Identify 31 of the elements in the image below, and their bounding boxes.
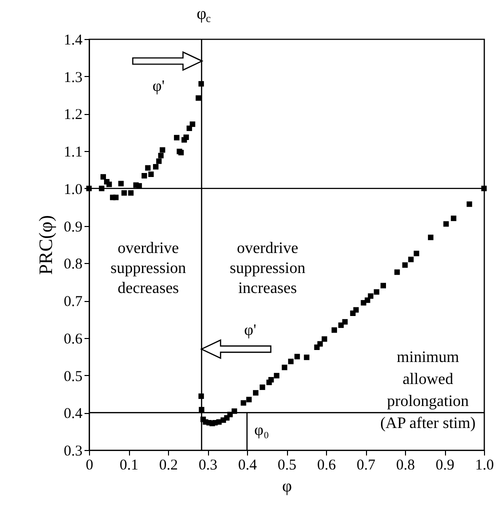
x-tick-label: 0.1 [120,458,138,474]
x-tick-label: 0.3 [198,458,218,474]
x-tick-label: 0.9 [436,458,454,474]
x-tick-label: 0.7 [356,458,376,474]
y-tick-label: 0.7 [64,294,83,310]
x-tick-label: 0.2 [159,458,178,474]
y-tick-label: 1.3 [64,70,82,86]
y-tick-label: 1.4 [64,32,83,48]
y-tick-label: 1.0 [64,182,82,198]
y-tick-label: 0.8 [64,256,82,273]
y-tick-label: 0.5 [64,368,82,385]
annotation: φ₀ [254,422,270,439]
y-tick-label: 0.4 [64,406,83,422]
annotation: φ' [244,322,256,339]
x-tick-label: 0.8 [396,458,415,474]
y-tick-label: 0.9 [64,219,82,236]
x-tick-label: 1.0 [475,458,494,474]
annotation: minimum allowed prolongation (AP after stim) [380,349,476,432]
annotation: overdrive suppression decreases [110,240,186,298]
annotation: φ' [152,78,165,95]
x-tick-label: 0.4 [238,458,258,474]
x-axis-title: φ [282,476,292,496]
annotation: overdrive suppression increases [230,240,306,298]
x-tick-label: 0.5 [278,458,296,474]
y-axis-title: PRC(φ) [36,215,57,275]
y-tick-label: 0.3 [64,444,82,460]
y-tick-label: 0.6 [64,331,83,348]
y-tick-label: 1.1 [64,144,82,161]
y-tick-label: 1.2 [64,107,82,124]
x-tick-label: 0 [86,458,94,474]
x-tick-label: 0.6 [317,458,336,474]
